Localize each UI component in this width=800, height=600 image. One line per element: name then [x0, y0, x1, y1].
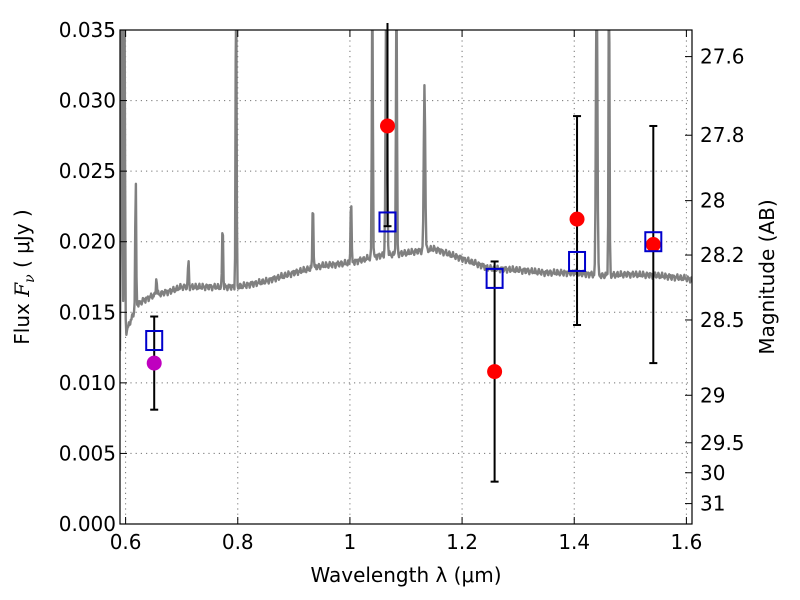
magnitude-tick-label: 30	[700, 461, 725, 485]
data-markers	[145, 118, 663, 380]
right-axis-title: Magnitude (AB)	[755, 199, 779, 354]
x-axis-title: Wavelength λ (μm)	[310, 563, 501, 587]
magnitude-tick-label: 29.5	[700, 431, 745, 455]
model-band-point	[485, 267, 504, 289]
model-spectrum	[120, 30, 692, 351]
data-point	[379, 118, 395, 134]
y-axis-title: Flux Fν ( μJy )	[10, 209, 38, 344]
spectrum-line	[120, 30, 692, 351]
data-point	[569, 211, 585, 227]
x-tick-label: 0.6	[110, 530, 142, 554]
model-band-point	[568, 250, 587, 272]
x-tick-label: 1.6	[670, 530, 702, 554]
y-tick-label: 0.000	[59, 512, 116, 536]
magnitude-tick-label: 27.8	[700, 123, 745, 147]
x-tick-labels: 0.6 0.8 1 1.2 1.4 1.6	[110, 530, 703, 554]
x-tick-label: 1	[344, 530, 357, 554]
y-tick-label: 0.020	[59, 230, 116, 254]
y-axis-title-prefix: Flux	[10, 297, 34, 345]
x-tick-label: 0.8	[222, 530, 254, 554]
y-axis-title-subscript: ν	[22, 274, 38, 283]
y-tick-label: 0.015	[59, 300, 116, 324]
data-point	[645, 237, 661, 253]
magnitude-tick-labels: 27.6 27.8 28 28.2 28.5 29 29.5 30 31	[700, 45, 745, 516]
magnitude-tick-label: 29	[700, 383, 725, 407]
y-axis-title-symbol: F	[10, 282, 34, 298]
y-tick-labels: 0.000 0.005 0.010 0.015 0.020 0.025 0.030 0.035	[59, 18, 116, 536]
y-tick-label: 0.005	[59, 441, 116, 465]
y-axis-title-suffix: ( μJy )	[10, 209, 34, 274]
magnitude-tick-label: 28.2	[700, 243, 745, 267]
plot-frame	[119, 29, 693, 525]
model-band-point	[145, 330, 164, 352]
magnitude-tick-label: 31	[700, 492, 725, 516]
magnitude-tick-label: 28	[700, 189, 725, 213]
y-tick-label: 0.025	[59, 159, 116, 183]
y-tick-label: 0.030	[59, 89, 116, 113]
y-tick-label: 0.010	[59, 371, 116, 395]
grid	[120, 30, 692, 524]
x-tick-label: 1.2	[446, 530, 478, 554]
tick-marks	[120, 29, 692, 525]
y-tick-label: 0.035	[59, 18, 116, 42]
data-point	[146, 355, 162, 371]
magnitude-tick-label: 28.5	[700, 308, 745, 332]
x-tick-label: 1.4	[558, 530, 590, 554]
magnitude-tick-label: 27.6	[700, 45, 745, 69]
model-band-point	[644, 231, 663, 253]
data-point	[487, 364, 503, 380]
model-band-point	[378, 211, 397, 233]
